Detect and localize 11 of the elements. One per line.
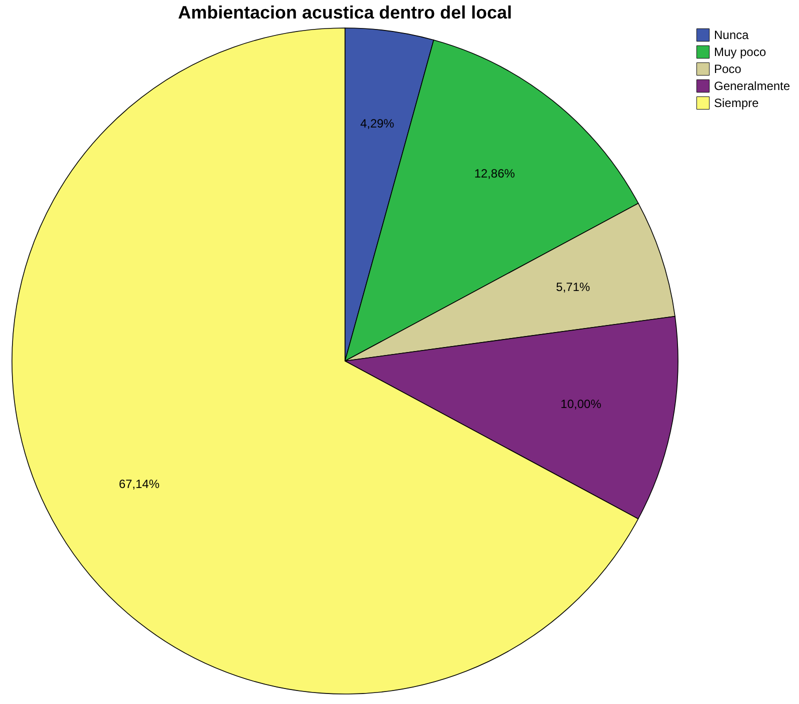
legend-label: Muy poco xyxy=(714,45,766,59)
data-label: 12,86% xyxy=(474,166,516,181)
legend-label: Nunca xyxy=(714,28,750,42)
chart-title: Ambientacion acustica dentro del local xyxy=(178,2,512,22)
legend-label: Siempre xyxy=(714,96,760,110)
legend-label: Poco xyxy=(714,62,742,76)
data-label: 10,00% xyxy=(560,396,602,411)
data-label: 4,29% xyxy=(360,116,395,130)
data-label: 67,14% xyxy=(118,476,160,491)
legend-label: Generalmente xyxy=(714,79,790,93)
data-label: 5,71% xyxy=(556,280,590,294)
